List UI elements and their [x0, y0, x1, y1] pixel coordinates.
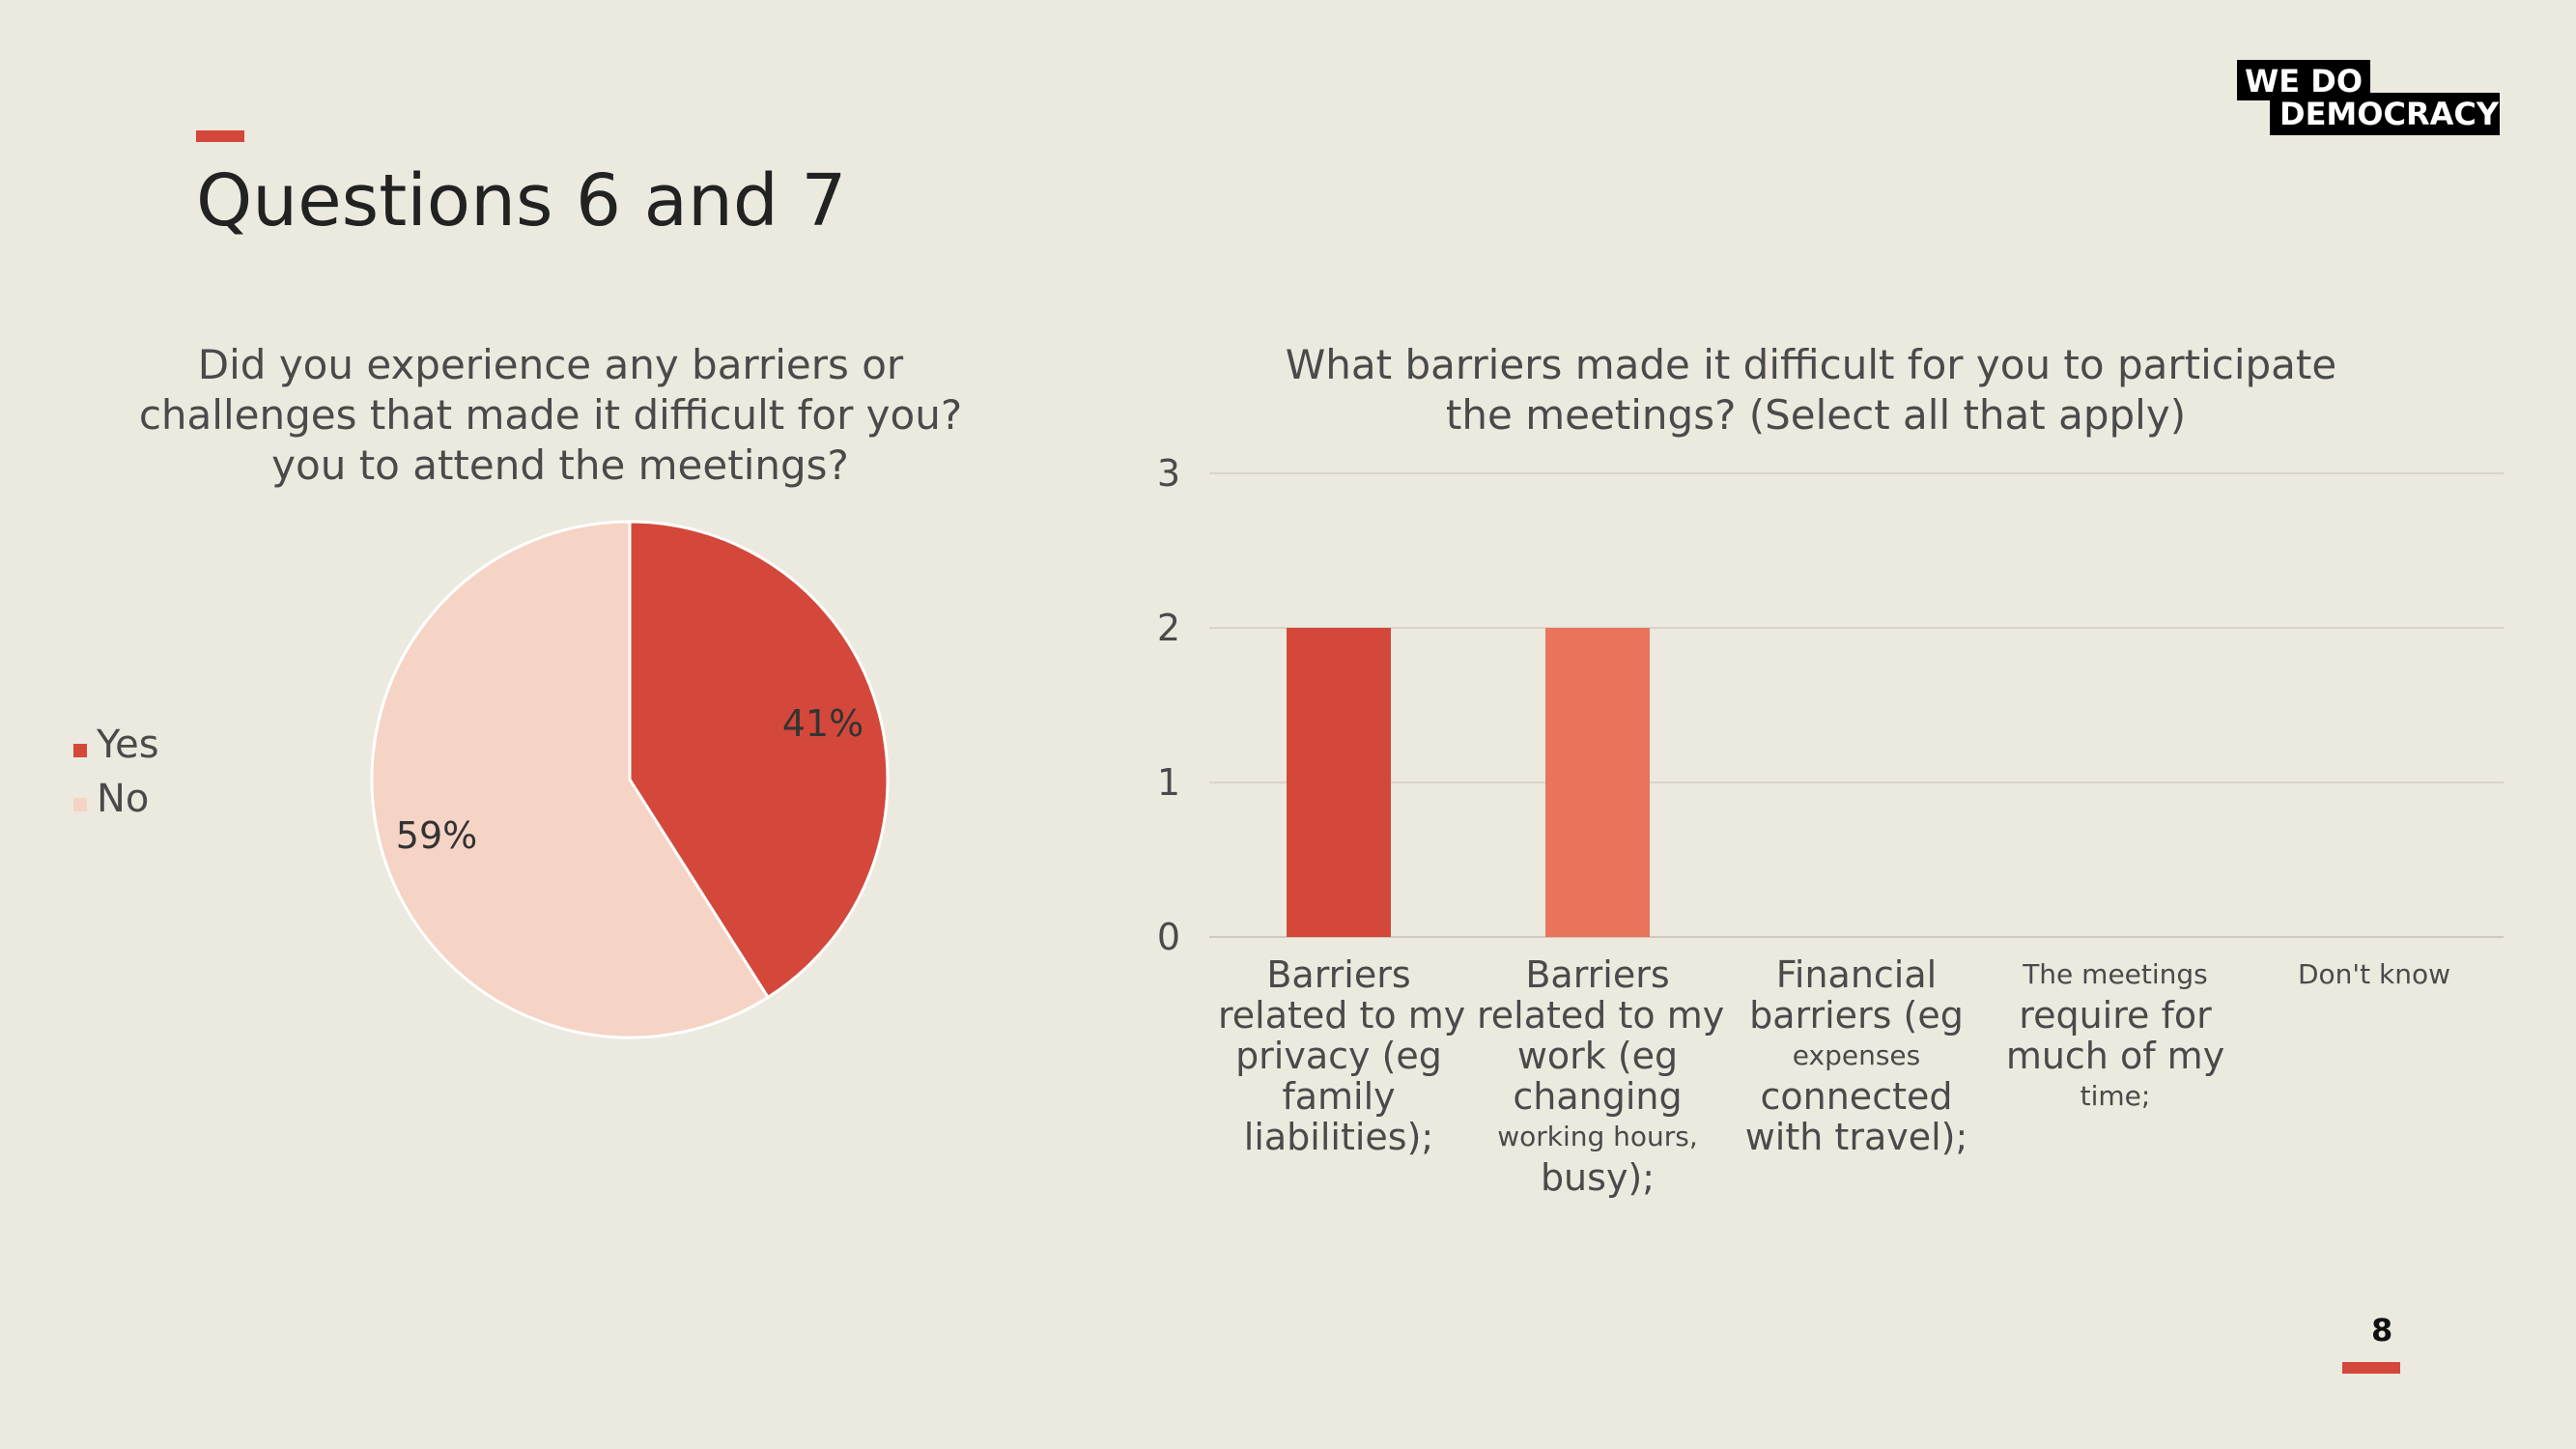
x-category-label-line: Barriers [1525, 953, 1670, 996]
y-tick-label: 3 [1157, 452, 1180, 495]
x-category-label-line: family [1282, 1075, 1396, 1118]
x-category-label-line: working hours, [1497, 1121, 1698, 1152]
pie-chart: 41% 59% [370, 520, 890, 1039]
bar-chart-title: What barriers made it difficult for you … [1231, 340, 2391, 440]
x-category-label-line: connected [1760, 1075, 1953, 1118]
page-accent-bar [2342, 1362, 2400, 1374]
pie-slice-yes [628, 520, 890, 1000]
y-tick-label: 1 [1157, 761, 1180, 804]
x-category-label-line: Don't know [2297, 958, 2450, 990]
pie-chart-title: Did you experience any barriers or chall… [116, 340, 985, 491]
bar-chart: 0 1 2 3 [1157, 452, 2504, 958]
pie-title-line: challenges that made it difficult for yo… [138, 391, 963, 439]
bar-title-line: What barriers made it difficult for you … [1285, 341, 2337, 388]
pie-data-label: 59% [396, 814, 477, 857]
pie-data-label: 41% [782, 702, 863, 745]
x-category-label-line: related to my [1218, 994, 1466, 1037]
x-category-label-line: barriers (eg [1749, 994, 1964, 1037]
page-number: 8 [2371, 1312, 2393, 1349]
x-category-label-line: The meetings [2023, 958, 2208, 990]
legend-label-yes: Yes [97, 723, 159, 767]
legend-swatch-yes [73, 744, 87, 757]
x-category-label-line: liabilities); [1243, 1116, 1434, 1158]
legend-label-no: No [97, 777, 150, 821]
x-category-label: Financial barriers (eg expenses connected wi… [1736, 954, 1977, 1157]
x-category-label-line: time; [2080, 1080, 2151, 1112]
x-category-label-line: changing [1513, 1075, 1683, 1118]
pie-title-line: you to attend the meetings? [271, 441, 849, 489]
y-tick-label: 2 [1157, 607, 1180, 649]
bar-title-line: the meetings? (Select all that apply) [1445, 391, 2187, 439]
legend-swatch-no [73, 798, 87, 811]
x-category-label-line: require for [2019, 994, 2212, 1037]
x-category-label: Barriers related to my privacy (eg family li… [1218, 953, 1466, 1158]
x-category-label-line: with travel); [1744, 1116, 1968, 1158]
x-category-label-line: expenses [1792, 1039, 1921, 1071]
bar-2 [1545, 628, 1650, 937]
x-category-label-line: related to my [1477, 994, 1725, 1037]
x-category-label: Don't know [2253, 954, 2495, 995]
title-accent-bar [196, 130, 244, 142]
x-category-label-line: privacy (eg [1235, 1035, 1442, 1077]
x-category-label-line: Barriers [1266, 953, 1411, 996]
x-category-label-line: busy); [1540, 1156, 1656, 1199]
y-tick-label: 0 [1157, 916, 1180, 958]
slide-title: Questions 6 and 7 [196, 159, 847, 242]
x-category-label: The meetings require for much of my time; [1995, 954, 2236, 1117]
pie-slice-no [370, 520, 771, 1039]
bar-1 [1287, 628, 1391, 937]
x-category-label: Barriers related to my work (eg changing wor… [1477, 953, 1725, 1199]
pie-title-line: Did you experience any barriers or [197, 341, 904, 388]
x-category-label-line: work (eg [1516, 1035, 1679, 1077]
logo-line-2: DEMOCRACY [2270, 93, 2500, 135]
x-category-label-line: much of my [2005, 1035, 2225, 1077]
x-category-label-line: Financial [1775, 953, 1938, 996]
